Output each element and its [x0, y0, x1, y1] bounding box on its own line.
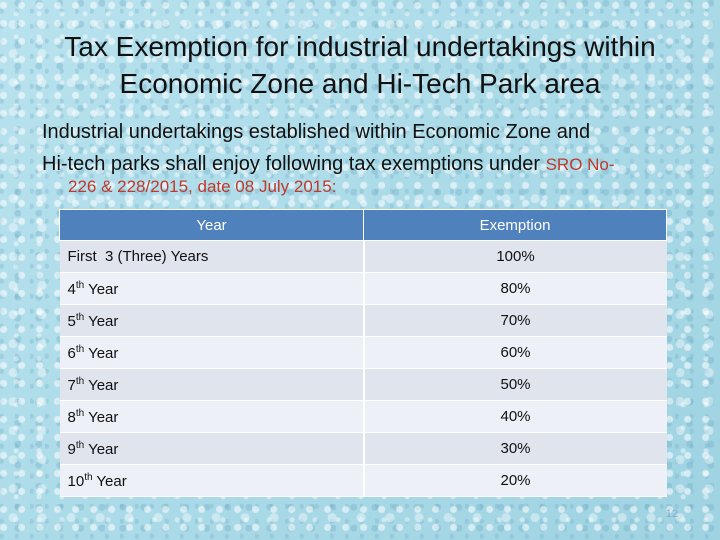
year-text: Year: [84, 344, 119, 362]
year-text: First 3 (Three) Years: [67, 248, 209, 265]
exemption-cell: 60%: [362, 336, 667, 369]
year-number: 10: [67, 472, 85, 490]
year-text: Year: [84, 376, 119, 394]
slide-title: Tax Exemption for industrial undertaking…: [20, 28, 700, 102]
sro-reference: SRO No-: [545, 155, 615, 174]
year-text: Year: [84, 312, 119, 330]
year-text: Year: [92, 472, 127, 490]
year-number: 9: [67, 440, 76, 458]
body-line-2: Hi-tech parks shall enjoy following tax …: [42, 148, 702, 181]
table-row: 6th Year 60%: [59, 336, 667, 369]
table-body: First 3 (Three) Years 100% 4th Year 80% 5th …: [59, 240, 667, 497]
year-cell: 7th Year: [59, 368, 364, 401]
table-row: First 3 (Three) Years 100%: [59, 240, 667, 273]
exemption-cell: 20%: [362, 464, 667, 497]
exemption-cell: 80%: [362, 272, 667, 305]
body-line-1: Industrial undertakings established with…: [42, 121, 591, 143]
exemption-cell: 30%: [362, 432, 667, 465]
table-row: 9th Year 30%: [59, 432, 667, 465]
table-row: 10th Year 20%: [59, 464, 667, 497]
title-line-2: Economic Zone and Hi-Tech Park area: [119, 68, 601, 99]
year-cell: 8th Year: [59, 400, 364, 433]
year-number: 6: [67, 344, 76, 362]
year-ordinal-suffix: th: [75, 375, 85, 387]
year-ordinal-suffix: th: [84, 471, 93, 483]
title-line-1: Tax Exemption for industrial undertaking…: [64, 31, 656, 62]
exemption-cell: 40%: [362, 400, 667, 433]
year-ordinal-suffix: th: [75, 343, 85, 355]
year-cell: 4th Year: [59, 272, 364, 305]
table-row: 8th Year 40%: [59, 400, 667, 433]
exemption-cell: 70%: [362, 304, 667, 337]
year-number: 7: [67, 376, 76, 394]
year-text: Year: [84, 440, 119, 458]
year-number: 8: [67, 408, 76, 426]
table-row: 5th Year 70%: [59, 304, 667, 337]
year-number: 4: [67, 280, 76, 298]
sro-reference-continued: 226 & 228/2015, date 08 July 2015:: [68, 177, 337, 196]
header-year: Year: [59, 209, 364, 241]
header-exemption: Exemption: [363, 209, 667, 241]
year-cell: 10th Year: [59, 464, 364, 497]
year-number: 5: [67, 312, 76, 330]
year-cell: 5th Year: [59, 304, 364, 337]
page-number: 12: [665, 508, 678, 520]
table-header-row: Year Exemption: [59, 209, 667, 241]
year-ordinal-suffix: th: [75, 279, 85, 291]
year-cell: 6th Year: [59, 336, 364, 369]
table-row: 7th Year 50%: [59, 368, 667, 401]
table-row: 4th Year 80%: [59, 272, 667, 305]
year-cell: 9th Year: [59, 432, 364, 465]
year-ordinal-suffix: th: [75, 439, 85, 451]
exemption-cell: 100%: [362, 240, 667, 273]
year-cell: First 3 (Three) Years: [59, 240, 364, 273]
year-ordinal-suffix: th: [75, 407, 85, 419]
year-text: Year: [84, 408, 119, 426]
tax-exemption-table: Year Exemption First 3 (Three) Years 100%…: [59, 209, 667, 497]
year-text: Year: [84, 280, 119, 298]
body-line-2-text: Hi-tech parks shall enjoy following tax …: [42, 153, 546, 175]
body-paragraph: Industrial undertakings established with…: [42, 116, 702, 199]
exemption-cell: 50%: [362, 368, 667, 401]
year-ordinal-suffix: th: [75, 311, 85, 323]
